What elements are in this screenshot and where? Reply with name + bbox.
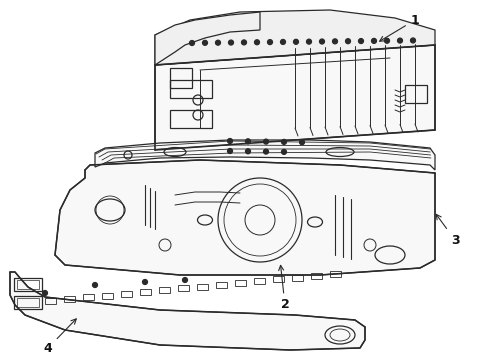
Circle shape [143,279,147,284]
Circle shape [227,139,232,144]
Circle shape [245,139,250,144]
Circle shape [359,39,364,44]
Bar [170,110,212,128]
Text: 3: 3 [436,214,459,247]
Bar [405,85,427,103]
Polygon shape [10,272,365,350]
Bar [14,278,42,291]
Bar [216,282,227,288]
Circle shape [281,139,287,144]
Bar [170,68,192,88]
Bar [330,271,341,277]
Circle shape [182,278,188,283]
Circle shape [264,139,269,144]
Circle shape [411,38,416,43]
Circle shape [268,40,272,45]
Circle shape [242,40,246,45]
Circle shape [216,40,220,45]
Circle shape [190,41,195,45]
Bar [17,280,39,289]
Circle shape [345,39,350,44]
Bar [159,287,170,293]
Bar [102,293,113,298]
Polygon shape [55,160,435,275]
Bar [292,275,303,280]
Polygon shape [155,45,435,150]
Polygon shape [155,10,435,65]
Circle shape [299,140,304,145]
Circle shape [333,39,338,44]
Text: 4: 4 [44,319,76,355]
Bar [197,284,208,289]
Text: 1: 1 [380,14,419,41]
Polygon shape [95,140,435,170]
Circle shape [245,149,250,154]
Bar [17,298,39,307]
Bar [170,80,212,98]
Polygon shape [155,12,260,65]
Circle shape [385,38,390,43]
Circle shape [319,39,324,44]
Circle shape [228,40,234,45]
Circle shape [371,39,376,44]
Bar [45,298,56,304]
Circle shape [281,149,287,154]
Circle shape [280,40,286,44]
Circle shape [43,291,48,296]
Circle shape [264,149,269,154]
Circle shape [93,283,98,288]
Circle shape [294,39,298,44]
Bar [254,278,265,284]
Circle shape [307,39,312,44]
Bar [121,291,132,297]
Bar [64,296,75,302]
Bar [14,296,42,309]
Bar [311,273,322,279]
Bar [235,280,246,286]
Bar [273,276,284,282]
Circle shape [227,149,232,153]
Bar [140,289,151,295]
Bar [178,285,189,291]
Text: 2: 2 [279,265,290,311]
Bar [83,294,94,300]
Circle shape [397,38,402,43]
Circle shape [254,40,260,45]
Circle shape [202,40,207,45]
